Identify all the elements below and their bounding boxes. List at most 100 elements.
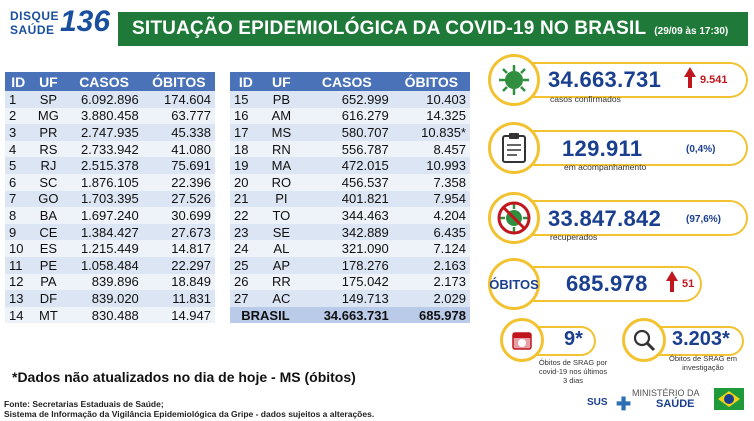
srag-obitos-value: 9* — [564, 328, 583, 350]
row-obitos: 10.403 — [392, 91, 470, 108]
note-text: *Dados não atualizados no dia de hoje - … — [12, 369, 356, 385]
row-obitos: 174.604 — [142, 91, 215, 108]
row-uf: RR — [261, 273, 301, 291]
row-casos: 1.384.427 — [65, 223, 143, 241]
row-id: 12 — [5, 273, 32, 291]
row-casos: 1.697.240 — [65, 207, 143, 224]
row-id: 17 — [230, 124, 262, 141]
recuperados-value: 33.847.842 — [548, 206, 662, 231]
col-header-id: ID — [5, 72, 32, 91]
row-casos: 178.276 — [300, 256, 393, 274]
row-uf: RO — [261, 173, 301, 191]
table-row: 11 PE 1.058.484 22.297 — [5, 256, 215, 274]
row-id: 10 — [5, 240, 32, 257]
col-header-obitos: ÓBITOS — [392, 72, 470, 91]
col-header-uf: UF — [31, 72, 66, 91]
row-obitos: 2.173 — [392, 273, 470, 291]
sus-logo: SUS — [587, 397, 608, 408]
table-row: 7 GO 1.703.395 27.526 — [5, 190, 215, 208]
table-row: 5 RJ 2.515.378 75.691 — [5, 157, 215, 174]
ministry-line-2: SAÚDE — [656, 398, 695, 410]
page-title: SITUAÇÃO EPIDEMIOLÓGICA DA COVID-19 NO B… — [132, 18, 647, 39]
srag-invest-label: Óbitos de SRAG em investigação — [658, 354, 748, 372]
row-uf: CE — [31, 223, 66, 241]
row-obitos: 11.831 — [142, 290, 215, 307]
recuperados-label: recuperados — [550, 232, 598, 242]
row-casos: 839.020 — [65, 290, 143, 307]
table-row: 21 PI 401.821 7.954 — [230, 190, 470, 208]
srag-invest-label-1: Óbitos de SRAG em — [669, 354, 737, 363]
srag-obitos-label: Óbitos de SRAG por covid-19 nos últimos … — [518, 358, 628, 385]
row-id: 22 — [230, 207, 262, 224]
row-obitos: 63.777 — [142, 107, 215, 125]
row-casos: 652.999 — [300, 91, 393, 108]
total-obitos: 685.978 — [392, 306, 470, 324]
card-srag-obitos: 9* Óbitos de SRAG por covid-19 nos últim… — [500, 318, 610, 385]
row-id: 25 — [230, 256, 262, 274]
row-obitos: 6.435 — [392, 223, 470, 241]
table-row: 26 RR 175.042 2.173 — [230, 273, 470, 291]
source-text: Fonte: Secretarias Estaduais de Saúde; S… — [4, 399, 374, 419]
row-uf: DF — [31, 290, 66, 307]
table-row: 16 AM 616.279 14.325 — [230, 107, 470, 125]
row-uf: RJ — [31, 157, 66, 174]
row-uf: ES — [31, 240, 66, 257]
brazil-flag-icon — [714, 388, 744, 410]
table-row: 17 MS 580.707 10.835* — [230, 124, 470, 141]
row-obitos: 10.835* — [392, 124, 470, 141]
sus-plus-icon: ✚ — [616, 394, 632, 414]
row-casos: 344.463 — [300, 207, 393, 224]
card-recuperados: 33.847.842 (97,6%) recuperados — [488, 192, 748, 244]
page-date: (29/09 às 17:30) — [654, 25, 729, 37]
row-id: 15 — [230, 91, 262, 108]
table-row: 9 CE 1.384.427 27.673 — [5, 223, 215, 241]
row-uf: BA — [31, 207, 66, 224]
total-casos: 34.663.731 — [300, 306, 393, 324]
table-row: 2 MG 3.880.458 63.777 — [5, 107, 215, 125]
row-id: 21 — [230, 190, 262, 208]
row-obitos: 7.954 — [392, 190, 470, 208]
row-uf: AM — [261, 107, 301, 125]
row-obitos: 2.029 — [392, 290, 470, 307]
table-row: 14 MT 830.488 14.947 — [5, 306, 215, 324]
table-row: 25 AP 178.276 2.163 — [230, 256, 470, 274]
logo-number: 136 — [60, 5, 111, 38]
row-obitos: 7.358 — [392, 173, 470, 191]
row-obitos: 27.673 — [142, 223, 215, 241]
row-uf: SP — [31, 91, 66, 108]
row-obitos: 22.396 — [142, 173, 215, 191]
row-casos: 401.821 — [300, 190, 393, 208]
table-row: 13 DF 839.020 11.831 — [5, 290, 215, 307]
virus-icon — [488, 54, 540, 106]
table-row: 1 SP 6.092.896 174.604 — [5, 91, 215, 108]
row-uf: RN — [261, 140, 301, 158]
acompanhamento-label: em acompanhamento — [564, 162, 647, 172]
table-row: 3 PR 2.747.935 45.338 — [5, 124, 215, 141]
table-row: 12 PA 839.896 18.849 — [5, 273, 215, 291]
row-uf: GO — [31, 190, 66, 208]
row-casos: 3.880.458 — [65, 107, 143, 125]
col-header-obitos: ÓBITOS — [142, 72, 215, 91]
arrow-up-icon — [666, 271, 678, 281]
table-row: 20 RO 456.537 7.358 — [230, 173, 470, 191]
srag-invest-label-2: investigação — [682, 363, 724, 372]
row-casos: 149.713 — [300, 290, 393, 307]
ministry-line-1: MINISTÉRIO DA — [632, 388, 700, 398]
row-casos: 830.488 — [65, 306, 143, 324]
row-id: 3 — [5, 124, 32, 141]
total-row: BRASIL 34.663.731 685.978 — [230, 306, 470, 324]
obitos-delta: 51 — [682, 278, 695, 290]
row-uf: PB — [261, 91, 301, 108]
srag-obitos-label-2: covid-19 nos últimos — [538, 367, 608, 376]
row-uf: MG — [31, 107, 66, 125]
table-row: 6 SC 1.876.105 22.396 — [5, 173, 215, 191]
row-casos: 321.090 — [300, 240, 393, 257]
title-bar: SITUAÇÃO EPIDEMIOLÓGICA DA COVID-19 NO B… — [118, 12, 748, 46]
logo-line-2: SAÚDE — [10, 23, 55, 37]
recuperados-pct: (97,6%) — [686, 214, 722, 225]
row-id: 13 — [5, 290, 32, 307]
col-header-uf: UF — [261, 72, 301, 91]
row-obitos: 2.163 — [392, 256, 470, 274]
card-srag-investigacao: 3.203* Óbitos de SRAG em investigação — [622, 318, 750, 372]
calendar-icon — [500, 318, 544, 362]
